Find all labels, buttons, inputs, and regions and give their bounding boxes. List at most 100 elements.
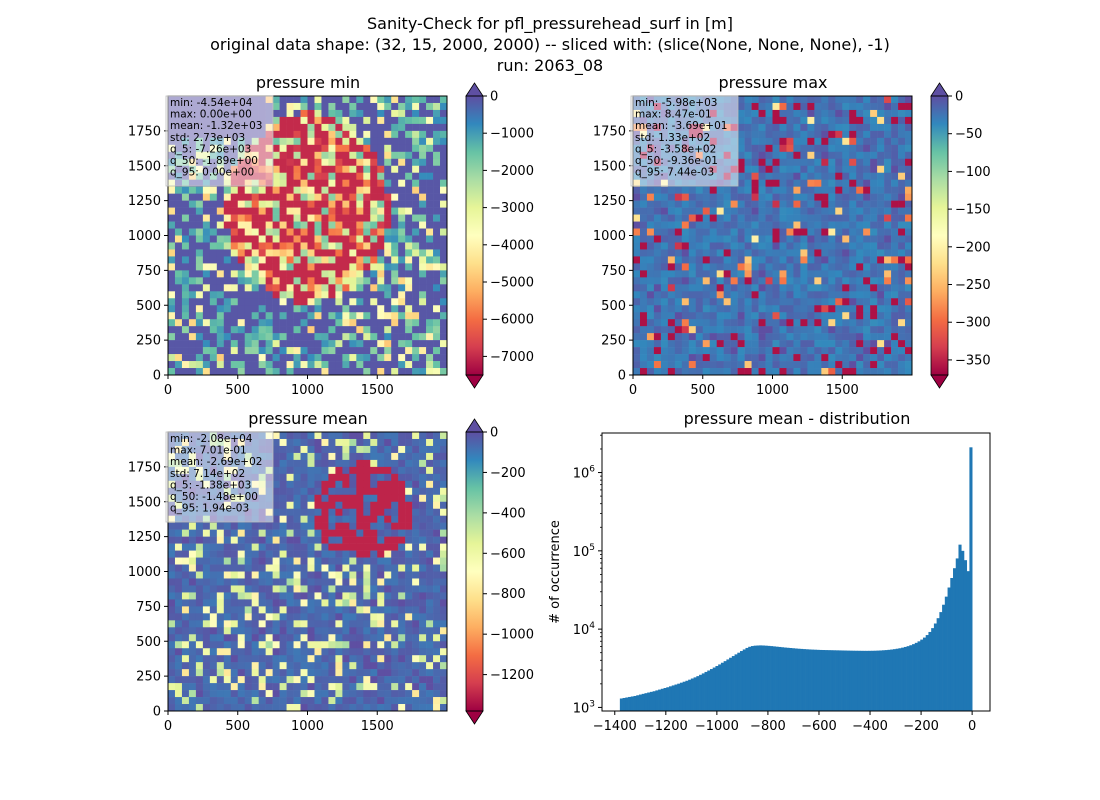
heatmap-cell	[744, 284, 752, 292]
heatmap-cell	[328, 676, 336, 684]
heatmap-cell	[370, 690, 378, 698]
heatmap-cell	[174, 683, 183, 691]
heatmap-cell	[342, 277, 350, 285]
heatmap-cell	[849, 193, 857, 201]
heatmap-cell	[370, 634, 378, 642]
heatmap-cell	[716, 235, 724, 243]
heatmap-cell	[202, 522, 211, 530]
heatmap-cell	[814, 144, 822, 153]
heatmap-cell	[258, 277, 266, 285]
heatmap-cell	[314, 347, 322, 355]
heatmap-cell	[835, 305, 843, 313]
y-tick-label: 250	[136, 334, 161, 349]
heatmap-cell	[681, 249, 690, 257]
heatmap-cell	[195, 697, 204, 705]
heatmap-cell	[765, 319, 773, 327]
heatmap-cell	[758, 193, 766, 201]
heatmap-cell	[828, 116, 836, 125]
heatmap-cell	[702, 270, 711, 278]
heatmap-cell	[440, 578, 448, 586]
heatmap-cell	[349, 501, 357, 510]
heatmap-cell	[321, 522, 329, 530]
heatmap-cell	[188, 340, 197, 348]
heatmap-cell	[377, 655, 385, 663]
heatmap-cell	[793, 305, 801, 313]
heatmap-cell	[870, 277, 878, 285]
y-tick-label: 1000	[128, 229, 161, 244]
heatmap-cell	[181, 333, 190, 341]
heatmap-cell	[391, 214, 399, 222]
heatmap-cell	[356, 508, 364, 516]
heatmap-cell	[377, 432, 385, 440]
heatmap-cell	[695, 340, 704, 348]
heatmap-cell	[216, 214, 225, 222]
heatmap-cell	[258, 564, 266, 572]
heatmap-cell	[258, 242, 266, 250]
heatmap-cell	[300, 368, 308, 376]
heatmap-cell	[251, 627, 259, 635]
heatmap-cell	[849, 158, 857, 167]
heatmap-cell	[870, 354, 878, 362]
histogram-bar	[647, 692, 651, 711]
heatmap-cell	[419, 207, 427, 215]
heatmap-cell	[646, 284, 655, 292]
heatmap-cell	[849, 186, 857, 194]
heatmap-cell	[321, 179, 329, 187]
heatmap-cell	[877, 116, 885, 125]
heatmap-cell	[174, 242, 183, 250]
heatmap-cell	[807, 291, 815, 299]
heatmap-cell	[765, 179, 773, 187]
heatmap-cell	[433, 200, 441, 208]
heatmap-cell	[370, 284, 378, 292]
heatmap-cell	[419, 480, 427, 489]
heatmap-cell	[737, 270, 745, 278]
heatmap-cell	[391, 186, 399, 194]
heatmap-cell	[667, 221, 676, 229]
heatmap-cell	[744, 270, 752, 278]
heatmap-cell	[168, 529, 176, 537]
heatmap-cell	[828, 277, 836, 285]
heatmap-cell	[440, 508, 448, 516]
heatmap-cell	[258, 620, 266, 628]
heatmap-cell	[363, 235, 371, 243]
heatmap-cell	[356, 361, 364, 369]
heatmap-cell	[370, 459, 378, 468]
heatmap-cell	[737, 137, 745, 146]
heatmap-cell	[174, 249, 183, 257]
heatmap-cell	[300, 620, 308, 628]
heatmap-cell	[307, 193, 315, 201]
heatmap-cell	[265, 627, 273, 635]
heatmap-cell	[188, 690, 197, 698]
heatmap-cell	[405, 368, 413, 376]
heatmap-cell	[377, 151, 385, 160]
heatmap-cell	[419, 193, 427, 201]
heatmap-cell	[314, 683, 322, 691]
heatmap-cell	[688, 347, 697, 355]
heatmap-cell	[905, 319, 913, 327]
heatmap-cell	[293, 235, 301, 243]
heatmap-cell	[758, 179, 766, 187]
heatmap-cell	[286, 578, 294, 586]
heatmap-cell	[209, 291, 218, 299]
heatmap-cell	[779, 263, 787, 271]
heatmap-cell	[335, 249, 343, 257]
heatmap-cell	[405, 501, 413, 510]
heatmap-cell	[786, 319, 794, 327]
heatmap-cell	[898, 291, 906, 299]
heatmap-cell	[328, 361, 336, 369]
heatmap-cell	[174, 312, 183, 320]
heatmap-cell	[391, 655, 399, 663]
heatmap-cell	[905, 305, 913, 313]
heatmap-cell	[433, 536, 441, 544]
heatmap-cell	[251, 522, 259, 530]
heatmap-cell	[384, 165, 392, 174]
heatmap-cell	[667, 207, 676, 215]
heatmap-cell	[356, 298, 364, 306]
heatmap-cell	[272, 697, 280, 705]
heatmap-cell	[356, 235, 364, 243]
heatmap-cell	[377, 179, 385, 187]
heatmap-cell	[440, 606, 448, 614]
heatmap-cell	[891, 312, 899, 320]
heatmap-cell	[653, 298, 662, 306]
heatmap-cell	[412, 697, 420, 705]
